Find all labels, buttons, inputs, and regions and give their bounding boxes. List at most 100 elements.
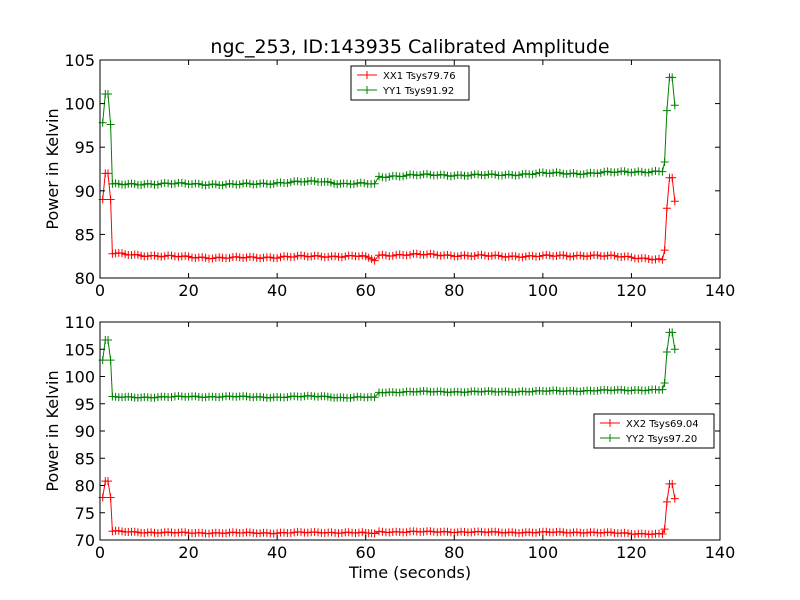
data-point bbox=[569, 169, 578, 178]
data-point bbox=[198, 253, 207, 262]
data-point bbox=[106, 493, 115, 502]
data-point bbox=[331, 252, 340, 261]
x-tick-label: 120 bbox=[616, 543, 647, 562]
data-point bbox=[104, 336, 112, 344]
x-tick-label: 80 bbox=[444, 543, 464, 562]
data-point bbox=[106, 195, 115, 204]
data-point bbox=[140, 180, 149, 189]
data-point bbox=[198, 528, 207, 537]
y-axis-label: Power in Kelvin bbox=[43, 370, 62, 491]
data-point bbox=[429, 250, 438, 259]
data-point bbox=[215, 253, 224, 262]
data-point bbox=[222, 529, 230, 538]
data-point bbox=[232, 252, 241, 261]
y-tick-label: 85 bbox=[75, 449, 95, 468]
y-tick-label: 80 bbox=[75, 269, 95, 288]
y-tick-label: 80 bbox=[75, 477, 95, 496]
data-point bbox=[416, 171, 425, 180]
data-point bbox=[477, 250, 486, 259]
data-point bbox=[242, 179, 251, 188]
data-point bbox=[184, 252, 193, 261]
x-tick-label: 0 bbox=[95, 281, 105, 300]
data-point bbox=[218, 392, 227, 401]
data-point bbox=[252, 180, 261, 189]
data-point bbox=[283, 393, 292, 402]
data-point bbox=[104, 90, 112, 98]
data-point bbox=[600, 252, 609, 261]
y-tick-label: 105 bbox=[64, 51, 95, 70]
y-axis-label: Power in Kelvin bbox=[43, 108, 62, 229]
data-point bbox=[360, 179, 369, 188]
data-point bbox=[266, 253, 275, 262]
data-point bbox=[222, 180, 230, 189]
data-point bbox=[164, 179, 173, 188]
series-line-yy2 bbox=[102, 331, 676, 399]
data-point bbox=[549, 168, 558, 177]
data-point bbox=[423, 387, 431, 396]
series-markers-xx2 bbox=[98, 477, 679, 539]
data-point bbox=[436, 251, 445, 260]
x-tick-label: 80 bbox=[444, 281, 464, 300]
data-point bbox=[375, 172, 383, 181]
data-point bbox=[191, 392, 200, 401]
data-point bbox=[648, 167, 657, 176]
data-point bbox=[467, 171, 476, 180]
data-point bbox=[542, 527, 551, 536]
data-point bbox=[297, 251, 305, 260]
data-point bbox=[412, 249, 421, 258]
x-tick-label: 100 bbox=[528, 543, 559, 562]
data-point bbox=[259, 253, 268, 262]
data-point bbox=[104, 169, 112, 178]
data-point bbox=[370, 256, 379, 265]
data-point bbox=[662, 106, 671, 115]
data-point bbox=[160, 252, 169, 261]
data-point bbox=[290, 252, 299, 261]
y-tick-label: 90 bbox=[75, 182, 95, 201]
legend-marker bbox=[363, 86, 371, 94]
data-point bbox=[150, 393, 159, 402]
data-point bbox=[538, 251, 547, 260]
data-point bbox=[579, 170, 588, 179]
data-point bbox=[228, 180, 237, 188]
y-tick-label: 105 bbox=[64, 340, 95, 359]
data-point bbox=[644, 168, 653, 177]
data-point bbox=[593, 251, 602, 260]
data-point bbox=[572, 169, 581, 178]
data-point bbox=[433, 171, 442, 180]
data-point bbox=[381, 251, 390, 260]
y-tick-label: 75 bbox=[75, 504, 95, 523]
data-point bbox=[576, 387, 585, 396]
data-point bbox=[508, 171, 517, 179]
data-point bbox=[353, 179, 362, 188]
data-point bbox=[211, 180, 220, 189]
data-point bbox=[658, 167, 667, 176]
data-point bbox=[660, 246, 669, 255]
data-point bbox=[242, 253, 251, 262]
data-point bbox=[670, 101, 679, 110]
data-point bbox=[662, 497, 671, 506]
data-point bbox=[370, 179, 379, 188]
data-point bbox=[337, 253, 346, 262]
data-point bbox=[256, 254, 265, 263]
data-point bbox=[198, 180, 207, 189]
data-point bbox=[249, 253, 258, 261]
x-tick-label: 20 bbox=[178, 543, 198, 562]
series-line-xx2 bbox=[102, 480, 676, 535]
data-point bbox=[358, 251, 367, 260]
data-point bbox=[467, 528, 476, 537]
data-point bbox=[555, 168, 564, 177]
data-point bbox=[130, 180, 139, 188]
data-point bbox=[194, 179, 203, 188]
data-point bbox=[133, 528, 142, 537]
data-point bbox=[545, 251, 554, 260]
data-point bbox=[242, 392, 251, 401]
data-point bbox=[133, 250, 142, 259]
data-point bbox=[269, 179, 278, 188]
data-point bbox=[660, 525, 669, 534]
legend-box bbox=[350, 65, 470, 101]
data-point bbox=[402, 251, 411, 260]
data-point bbox=[545, 169, 554, 178]
data-point bbox=[286, 178, 295, 187]
data-point bbox=[293, 177, 302, 186]
data-point bbox=[613, 168, 622, 176]
